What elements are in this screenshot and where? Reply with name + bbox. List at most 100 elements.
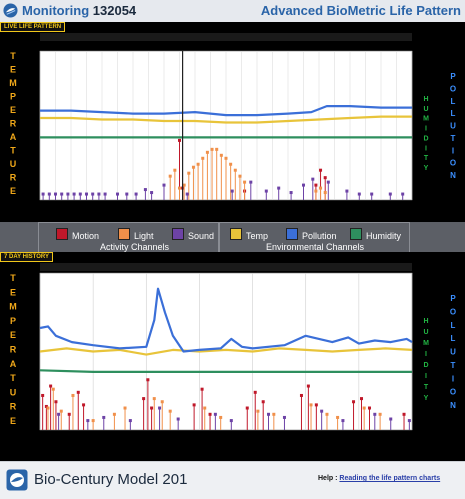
series-motion-point: [54, 400, 58, 404]
app-logo-icon: [3, 3, 18, 18]
legend-item-pollution: Pollution: [286, 228, 337, 241]
series-humidity-line: [39, 369, 412, 373]
series-sound-point: [401, 192, 405, 196]
series-sound-point: [341, 419, 345, 423]
series-light-point: [215, 147, 219, 151]
series-sound-point: [85, 192, 88, 196]
temperature-axis-letter: U: [10, 159, 17, 169]
corner-label-bg: [310, 431, 412, 440]
help-link[interactable]: Reading the life pattern charts: [339, 475, 441, 482]
series-motion-point: [76, 390, 80, 394]
humidity-axis-letter: M: [423, 116, 429, 123]
series-sound-point: [57, 412, 61, 416]
humidity-axis-letter: I: [425, 145, 427, 152]
series-sound-point: [134, 192, 138, 196]
series-sound-point: [47, 192, 51, 196]
series-sound-point: [345, 189, 349, 193]
humidity-axis-letter: D: [423, 135, 428, 142]
series-sound-point: [143, 188, 147, 192]
series-light-point: [205, 150, 209, 154]
series-light-point: [243, 180, 247, 184]
series-light-point: [201, 156, 205, 160]
series-motion-point: [253, 390, 257, 394]
series-light-point: [123, 406, 127, 410]
series-light-point: [256, 409, 260, 413]
help-label: Help :: [318, 475, 338, 482]
temperature-axis-letter: E: [10, 287, 16, 297]
series-light-point: [319, 186, 323, 190]
series-light-point: [182, 183, 186, 187]
series-motion-point: [49, 384, 53, 388]
series-light-point: [314, 189, 318, 193]
channel-legend: Motion Light Sound Temp Pollution Humidi…: [0, 222, 465, 254]
pollution-axis-letter: L: [451, 97, 456, 106]
humidity-axis-letter: I: [425, 351, 427, 358]
pollution-axis-letter: L: [451, 109, 456, 118]
temperature-axis-letter: E: [10, 105, 16, 115]
legend-item-motion: Motion: [56, 228, 99, 241]
series-light-point: [168, 409, 172, 413]
pollution-axis-letter: U: [450, 122, 456, 131]
series-sound-point: [86, 419, 90, 423]
series-motion-point: [402, 412, 406, 416]
series-motion-point: [67, 412, 71, 416]
series-motion-point: [323, 176, 327, 180]
humidity-axis-letter: I: [425, 126, 427, 133]
series-light-point: [336, 415, 340, 419]
legend-item-sound: Sound: [172, 228, 214, 241]
series-light-point: [203, 406, 207, 410]
series-light-point: [173, 168, 177, 172]
series-light-point: [309, 403, 313, 407]
series-sound-point: [264, 189, 268, 193]
series-light-point: [210, 147, 214, 151]
series-temp-line: [40, 115, 412, 124]
series-sound-point: [407, 419, 411, 423]
series-sound-point: [277, 186, 281, 190]
series-sound-point: [388, 192, 392, 196]
series-sound-point: [41, 192, 45, 196]
pollution-axis-letter: O: [450, 307, 456, 316]
temperature-axis-letter: T: [10, 51, 16, 61]
series-light-point: [219, 153, 223, 157]
series-motion-point: [352, 400, 356, 404]
humidity-axis-letter: M: [423, 340, 429, 347]
pollution-axis-letter: I: [452, 374, 454, 383]
temp-swatch: [230, 228, 242, 240]
series-sound-point: [158, 406, 162, 410]
series-sound-point: [176, 417, 180, 421]
pollution-axis-letter: O: [450, 159, 456, 168]
series-sound-point: [102, 415, 106, 419]
legend-item-light: Light: [118, 228, 154, 241]
series-sound-point: [103, 192, 107, 196]
humidity-axis-letter: H: [423, 318, 428, 325]
series-sound-point: [162, 183, 166, 187]
series-motion-point: [261, 400, 265, 404]
humidity-axis-letter: D: [423, 362, 428, 369]
page-title: Monitoring 132054: [22, 3, 137, 18]
time-strip: [40, 33, 412, 41]
series-light-point: [362, 406, 366, 410]
series-sound-point: [289, 191, 293, 195]
environmental-channels-caption: Environmental Channels: [266, 242, 365, 252]
device-id: 132054: [92, 3, 137, 18]
time-strip: [40, 263, 412, 271]
series-motion-point: [306, 384, 310, 388]
series-light-point: [219, 415, 223, 419]
series-light-point: [233, 168, 237, 172]
humidity-axis-letter: Y: [424, 395, 429, 402]
series-sound-point: [282, 415, 286, 419]
series-motion-point: [200, 387, 204, 391]
humidity-axis-letter: T: [424, 155, 429, 162]
temperature-axis-letter: T: [10, 273, 16, 283]
series-sound-point: [97, 192, 101, 196]
series-light-point: [229, 162, 233, 166]
temperature-axis-letter: T: [10, 373, 16, 383]
temperature-axis-letter: A: [10, 132, 17, 142]
series-light-point: [46, 406, 50, 410]
series-motion-point: [178, 138, 181, 142]
temperature-axis-letter: P: [10, 92, 16, 102]
series-light-point: [187, 171, 191, 175]
series-light-point: [272, 412, 276, 416]
series-light-point: [71, 393, 75, 397]
